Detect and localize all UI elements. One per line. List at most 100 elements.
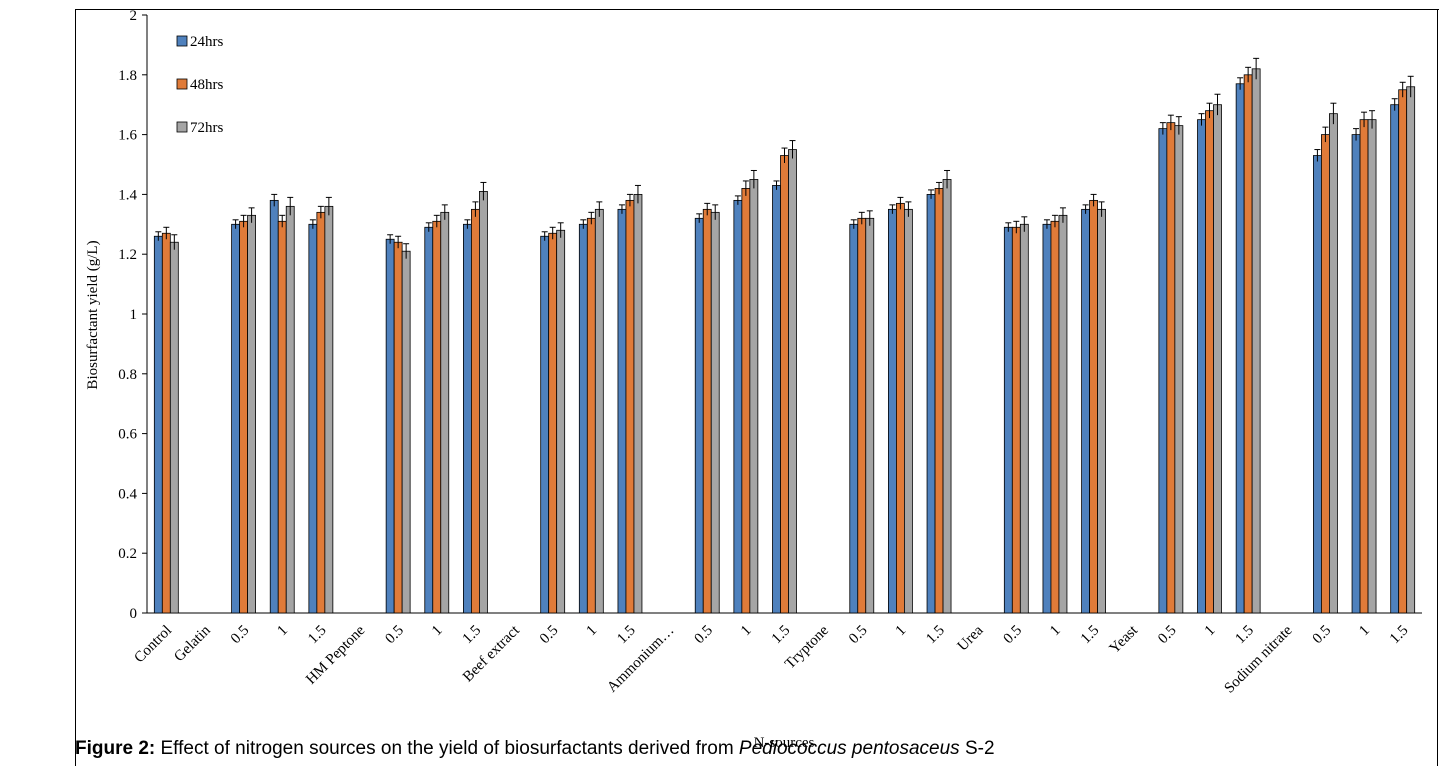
bar <box>749 179 759 614</box>
bar <box>1097 208 1106 614</box>
caption-text: Effect of nitrogen sources on the yield … <box>155 738 739 759</box>
frame-left-border <box>75 9 76 766</box>
bar <box>548 232 558 614</box>
bar <box>1390 104 1400 614</box>
x-tick-label: Control <box>131 623 175 667</box>
legend-swatch <box>176 78 188 90</box>
bar <box>1197 119 1206 614</box>
bar <box>463 223 472 614</box>
bar <box>556 229 566 614</box>
x-tick-label: 1.5 <box>614 623 639 648</box>
bar <box>1019 223 1029 614</box>
legend-swatch <box>176 121 188 133</box>
x-tick-label: 0.5 <box>846 623 871 648</box>
frame-right-border <box>1437 9 1438 766</box>
bar <box>625 199 635 614</box>
bar <box>161 232 171 614</box>
x-tick-label: 1 <box>584 623 601 640</box>
bar <box>1003 226 1013 614</box>
bar <box>247 214 256 614</box>
bar <box>316 211 326 614</box>
x-tick-label: 1.5 <box>923 623 948 648</box>
x-tick-label: 1.5 <box>460 623 485 648</box>
y-tick-label: 0.8 <box>118 367 137 383</box>
legend-label: 24hrs <box>190 34 223 50</box>
x-tick-label: 1 <box>738 623 755 640</box>
bar <box>1243 74 1253 614</box>
bars-group <box>153 57 1416 614</box>
bar <box>1213 104 1222 614</box>
caption-suffix: S-2 <box>959 738 995 759</box>
bar <box>888 208 897 614</box>
bar <box>385 238 395 614</box>
x-tick-label: 0.5 <box>1001 623 1026 648</box>
bar <box>1058 214 1068 614</box>
x-tick-label: 0.5 <box>228 623 253 648</box>
legend: 24hrs 48hrs 72hrs <box>176 34 223 136</box>
y-tick-label: 1.6 <box>118 128 137 144</box>
x-tick-label: 0.5 <box>537 623 562 648</box>
x-tick-label: Tryptone <box>782 622 832 672</box>
bar <box>857 217 867 614</box>
bar <box>424 226 434 614</box>
x-tick-label: 0.5 <box>691 623 716 648</box>
bar <box>308 223 318 614</box>
y-tick-label: 1.4 <box>118 187 137 203</box>
x-tick-label: 1 <box>1047 623 1064 640</box>
bar <box>401 250 411 614</box>
bar <box>1158 128 1168 614</box>
bar <box>239 220 248 614</box>
x-axis-title: N-sources <box>754 735 815 751</box>
bar <box>169 241 179 614</box>
bar <box>772 185 781 614</box>
y-tick-label: 0.4 <box>118 486 137 502</box>
bar <box>285 205 295 614</box>
y-tick-label: 0.6 <box>118 427 137 443</box>
bar <box>324 205 334 614</box>
bar <box>741 188 751 614</box>
x-tick-label: 1 <box>893 623 910 640</box>
legend-swatch <box>176 35 188 47</box>
x-tick-label: 1 <box>1356 623 1373 640</box>
x-tick-label: 0.5 <box>1155 623 1180 648</box>
bar <box>1174 125 1184 614</box>
x-tick-label: Gelatin <box>171 622 214 665</box>
bar <box>1042 223 1052 614</box>
x-tick-label: 0.5 <box>1310 623 1335 648</box>
bar <box>1359 119 1369 614</box>
bar <box>1166 122 1176 614</box>
bar <box>1367 119 1377 614</box>
bar <box>479 191 488 614</box>
bar <box>231 223 240 614</box>
bar <box>617 208 627 614</box>
bar <box>694 217 704 614</box>
bar <box>702 208 712 614</box>
x-tick-label: 1 <box>274 623 291 640</box>
x-tick-label: 1 <box>429 623 446 640</box>
x-tick-label: Yeast <box>1107 622 1142 657</box>
y-tick-label: 1 <box>130 307 138 323</box>
bar <box>865 217 875 614</box>
caption-label: Figure 2: <box>75 738 156 759</box>
bar <box>904 208 913 614</box>
bar <box>633 193 643 614</box>
bar <box>1321 134 1330 614</box>
bar <box>788 149 797 614</box>
bar <box>1011 226 1021 614</box>
bar <box>1398 89 1408 614</box>
legend-label: 72hrs <box>190 120 223 136</box>
x-tick-label: 1.5 <box>769 623 794 648</box>
bar <box>153 235 163 614</box>
bar <box>1081 208 1090 614</box>
x-tick-label: 1.5 <box>305 623 330 648</box>
bar <box>1050 220 1060 614</box>
y-tick-label: 1.2 <box>118 247 137 263</box>
figure-caption: Figure 2: Effect of nitrogen sources on … <box>75 738 995 760</box>
bar <box>393 241 403 614</box>
bar <box>896 202 905 614</box>
bar <box>1251 68 1261 614</box>
y-tick-label: 0.2 <box>118 546 137 562</box>
caption-species: Pediococcus pentosaceus <box>738 738 960 759</box>
